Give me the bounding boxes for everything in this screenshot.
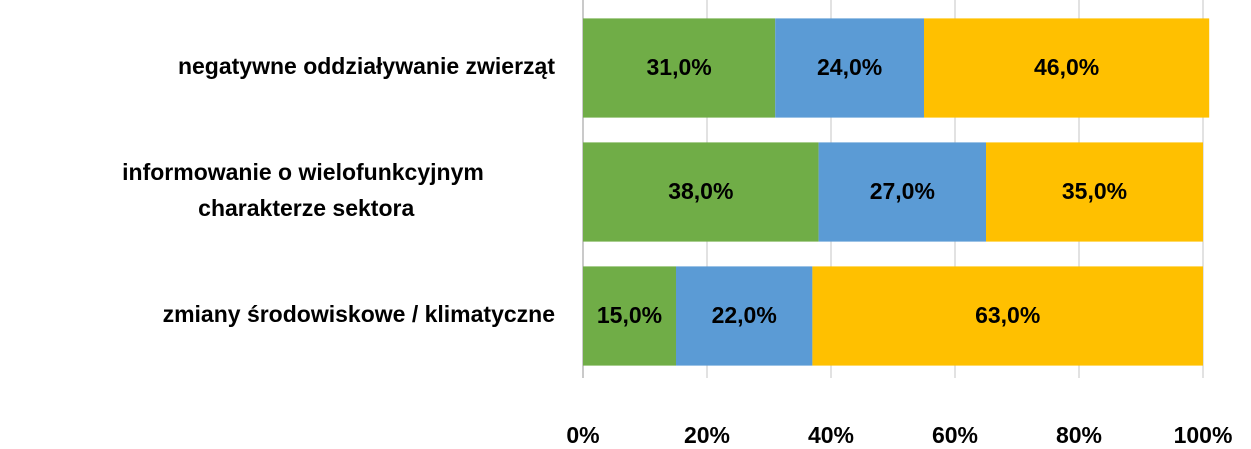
y-tick-label: zmiany środowiskowe / klimatyczne: [163, 301, 555, 327]
bar: [676, 266, 813, 366]
value-label: 24,0%: [817, 54, 882, 80]
bar: [583, 18, 776, 118]
value-label: 31,0%: [646, 54, 711, 80]
x-tick-label: 80%: [1056, 422, 1102, 448]
value-label: 46,0%: [1034, 54, 1099, 80]
x-tick-label: 0%: [566, 422, 599, 448]
x-tick-label: 40%: [808, 422, 854, 448]
bar: [924, 18, 1210, 118]
value-label: 15,0%: [597, 302, 662, 328]
bar: [583, 266, 676, 366]
value-label: 35,0%: [1062, 178, 1127, 204]
bar: [818, 142, 986, 242]
value-label: 38,0%: [668, 178, 733, 204]
x-tick-label: 60%: [932, 422, 978, 448]
y-tick-label: informowanie o wielofunkcyjnym charakter…: [122, 159, 484, 221]
value-label: 63,0%: [975, 302, 1040, 328]
x-tick-label: 20%: [684, 422, 730, 448]
value-label: 22,0%: [712, 302, 777, 328]
bar: [583, 142, 819, 242]
y-tick-label: negatywne oddziaływanie zwierząt: [178, 53, 555, 79]
value-label: 27,0%: [870, 178, 935, 204]
bar: [812, 266, 1203, 366]
bar: [986, 142, 1203, 242]
bar: [775, 18, 924, 118]
x-tick-label: 100%: [1174, 422, 1233, 448]
